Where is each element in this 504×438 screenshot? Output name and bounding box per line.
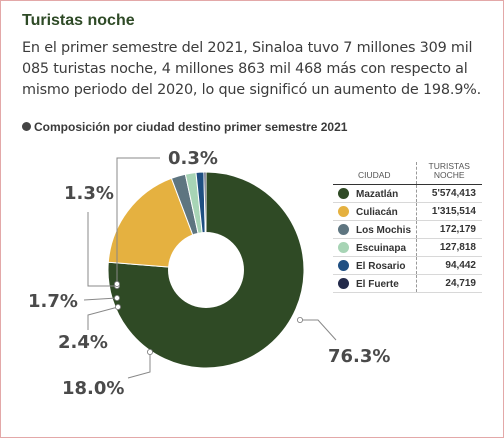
leader-line [87, 212, 117, 287]
legend-row: El Rosario 94,442 [333, 256, 482, 275]
legend-city-label: Mazatlán [356, 188, 399, 200]
legend-swatch-icon [338, 259, 349, 271]
leader-line [87, 306, 119, 330]
legend-value: 24,719 [416, 274, 482, 293]
legend-city-label: Escuinapa [356, 242, 407, 254]
page-title: Turistas noche [22, 12, 135, 29]
legend-value: 1'315,514 [416, 202, 482, 221]
percent-label: 76.3% [328, 346, 390, 367]
leader-dot [114, 280, 121, 287]
legend-city-label: El Fuerte [356, 278, 399, 290]
legend-row: Mazatlán 5'574,413 [333, 184, 482, 203]
legend-header-city: CIUDAD [333, 162, 417, 185]
legend-city: El Rosario [333, 256, 417, 275]
legend-swatch-icon [338, 241, 349, 253]
legend-swatch-icon [338, 223, 349, 235]
leader-line [83, 297, 118, 301]
percent-label: 18.0% [62, 378, 124, 399]
lead-paragraph: En el primer semestre del 2021, Sinaloa … [22, 40, 482, 98]
legend-city-label: El Rosario [356, 260, 406, 272]
legend-row: Escuinapa 127,818 [333, 238, 482, 257]
percent-label: 1.7% [28, 291, 78, 312]
leader-line [116, 157, 160, 284]
legend-city: Los Mochis [333, 220, 417, 239]
legend-value: 5'574,413 [416, 184, 482, 203]
percent-labels: 76.3% 18.0% 2.4% 1.7% 1.3% 0.3% [28, 148, 390, 399]
legend-row: El Fuerte 24,719 [333, 274, 482, 293]
legend-table: CIUDAD TURISTAS NOCHE Mazatlán 5'574,413 C… [333, 162, 482, 293]
leader-line [300, 319, 337, 341]
leader-lines [83, 157, 337, 379]
percent-label: 0.3% [168, 148, 218, 169]
percent-label: 2.4% [58, 332, 108, 353]
legend-swatch-icon [338, 187, 349, 199]
leader-dot [146, 348, 153, 355]
slice-mazatl-n [107, 171, 305, 369]
legend-body: Mazatlán 5'574,413 Culiacán 1'315,514 Los Mo… [333, 184, 482, 293]
legend-value: 172,179 [416, 220, 482, 239]
legend-city-label: Culiacán [356, 206, 398, 218]
legend-value: 127,818 [416, 238, 482, 257]
percent-label: 1.3% [64, 183, 114, 204]
legend-city: Culiacán [333, 202, 417, 221]
legend-city: Mazatlán [333, 184, 417, 203]
leader-line [127, 352, 151, 379]
chart-title: Composición por ciudad destino primer se… [34, 120, 348, 134]
legend-city: Escuinapa [333, 238, 417, 257]
leader-dot [115, 303, 122, 310]
legend-city: El Fuerte [333, 274, 417, 293]
subtitle-bullet-icon [22, 122, 31, 131]
leader-dot [296, 316, 303, 323]
legend-swatch-icon [338, 205, 349, 217]
legend-row: Los Mochis 172,179 [333, 220, 482, 239]
legend-value: 94,442 [416, 256, 482, 275]
legend-swatch-icon [338, 277, 349, 289]
legend-row: Culiacán 1'315,514 [333, 202, 482, 221]
legend-city-label: Los Mochis [356, 224, 412, 236]
leader-dot [114, 294, 121, 301]
legend-header-value: TURISTAS NOCHE [428, 161, 470, 180]
donut-hole [168, 232, 244, 308]
